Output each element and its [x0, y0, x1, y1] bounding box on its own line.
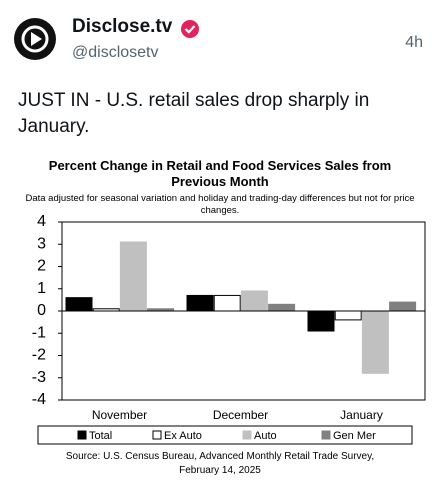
- bar: [268, 303, 296, 312]
- chart: -4 -3 -2 -1 0 1 2 3 4 November December January Tota…: [32, 213, 426, 445]
- y-tick-label: 2: [37, 258, 46, 275]
- legend-swatch: [242, 430, 252, 440]
- bar: [119, 241, 147, 312]
- y-tick-label: 3: [37, 235, 46, 252]
- bar: [65, 297, 93, 312]
- legend-box: [37, 425, 413, 445]
- y-tick-label: -1: [32, 324, 46, 341]
- x-tick-label: November: [92, 408, 147, 422]
- timestamp[interactable]: 4h: [405, 34, 423, 51]
- chart-source: Source: U.S. Census Bureau, Advanced Mon…: [65, 451, 375, 476]
- legend-label: Total: [89, 430, 112, 442]
- chart-subtitle: Data adjusted for seasonal variation and…: [25, 193, 415, 216]
- x-tick-label: December: [213, 408, 268, 422]
- y-tick-label: -3: [32, 369, 46, 386]
- bar: [213, 294, 241, 312]
- legend-label: Gen Mer: [333, 430, 376, 442]
- x-tick-label: January: [340, 408, 383, 422]
- bar: [334, 310, 362, 321]
- tweet-text: JUST IN - U.S. retail sales drop sharply…: [18, 90, 370, 137]
- legend-label: Auto: [254, 430, 277, 442]
- legend-swatch: [77, 430, 87, 440]
- bar: [307, 310, 335, 332]
- y-tick-label: 0: [37, 302, 46, 319]
- bar: [389, 301, 417, 312]
- legend-swatch: [321, 430, 331, 440]
- chart-title: Percent Change in Retail and Food Servic…: [48, 158, 392, 189]
- y-tick-label: 4: [37, 213, 46, 230]
- y-tick-label: 1: [37, 280, 46, 297]
- bar: [186, 294, 214, 312]
- y-tick-label: -2: [32, 347, 46, 364]
- legend-label: Ex Auto: [164, 430, 202, 442]
- bar: [240, 290, 268, 312]
- bar: [361, 310, 389, 374]
- avatar[interactable]: [14, 18, 56, 60]
- legend-swatch: [152, 430, 162, 440]
- y-tick-label: -4: [32, 391, 46, 408]
- verified-badge: [181, 20, 199, 38]
- user-name[interactable]: Disclose.tv: [72, 16, 173, 37]
- user-handle[interactable]: @disclosetv: [72, 44, 159, 61]
